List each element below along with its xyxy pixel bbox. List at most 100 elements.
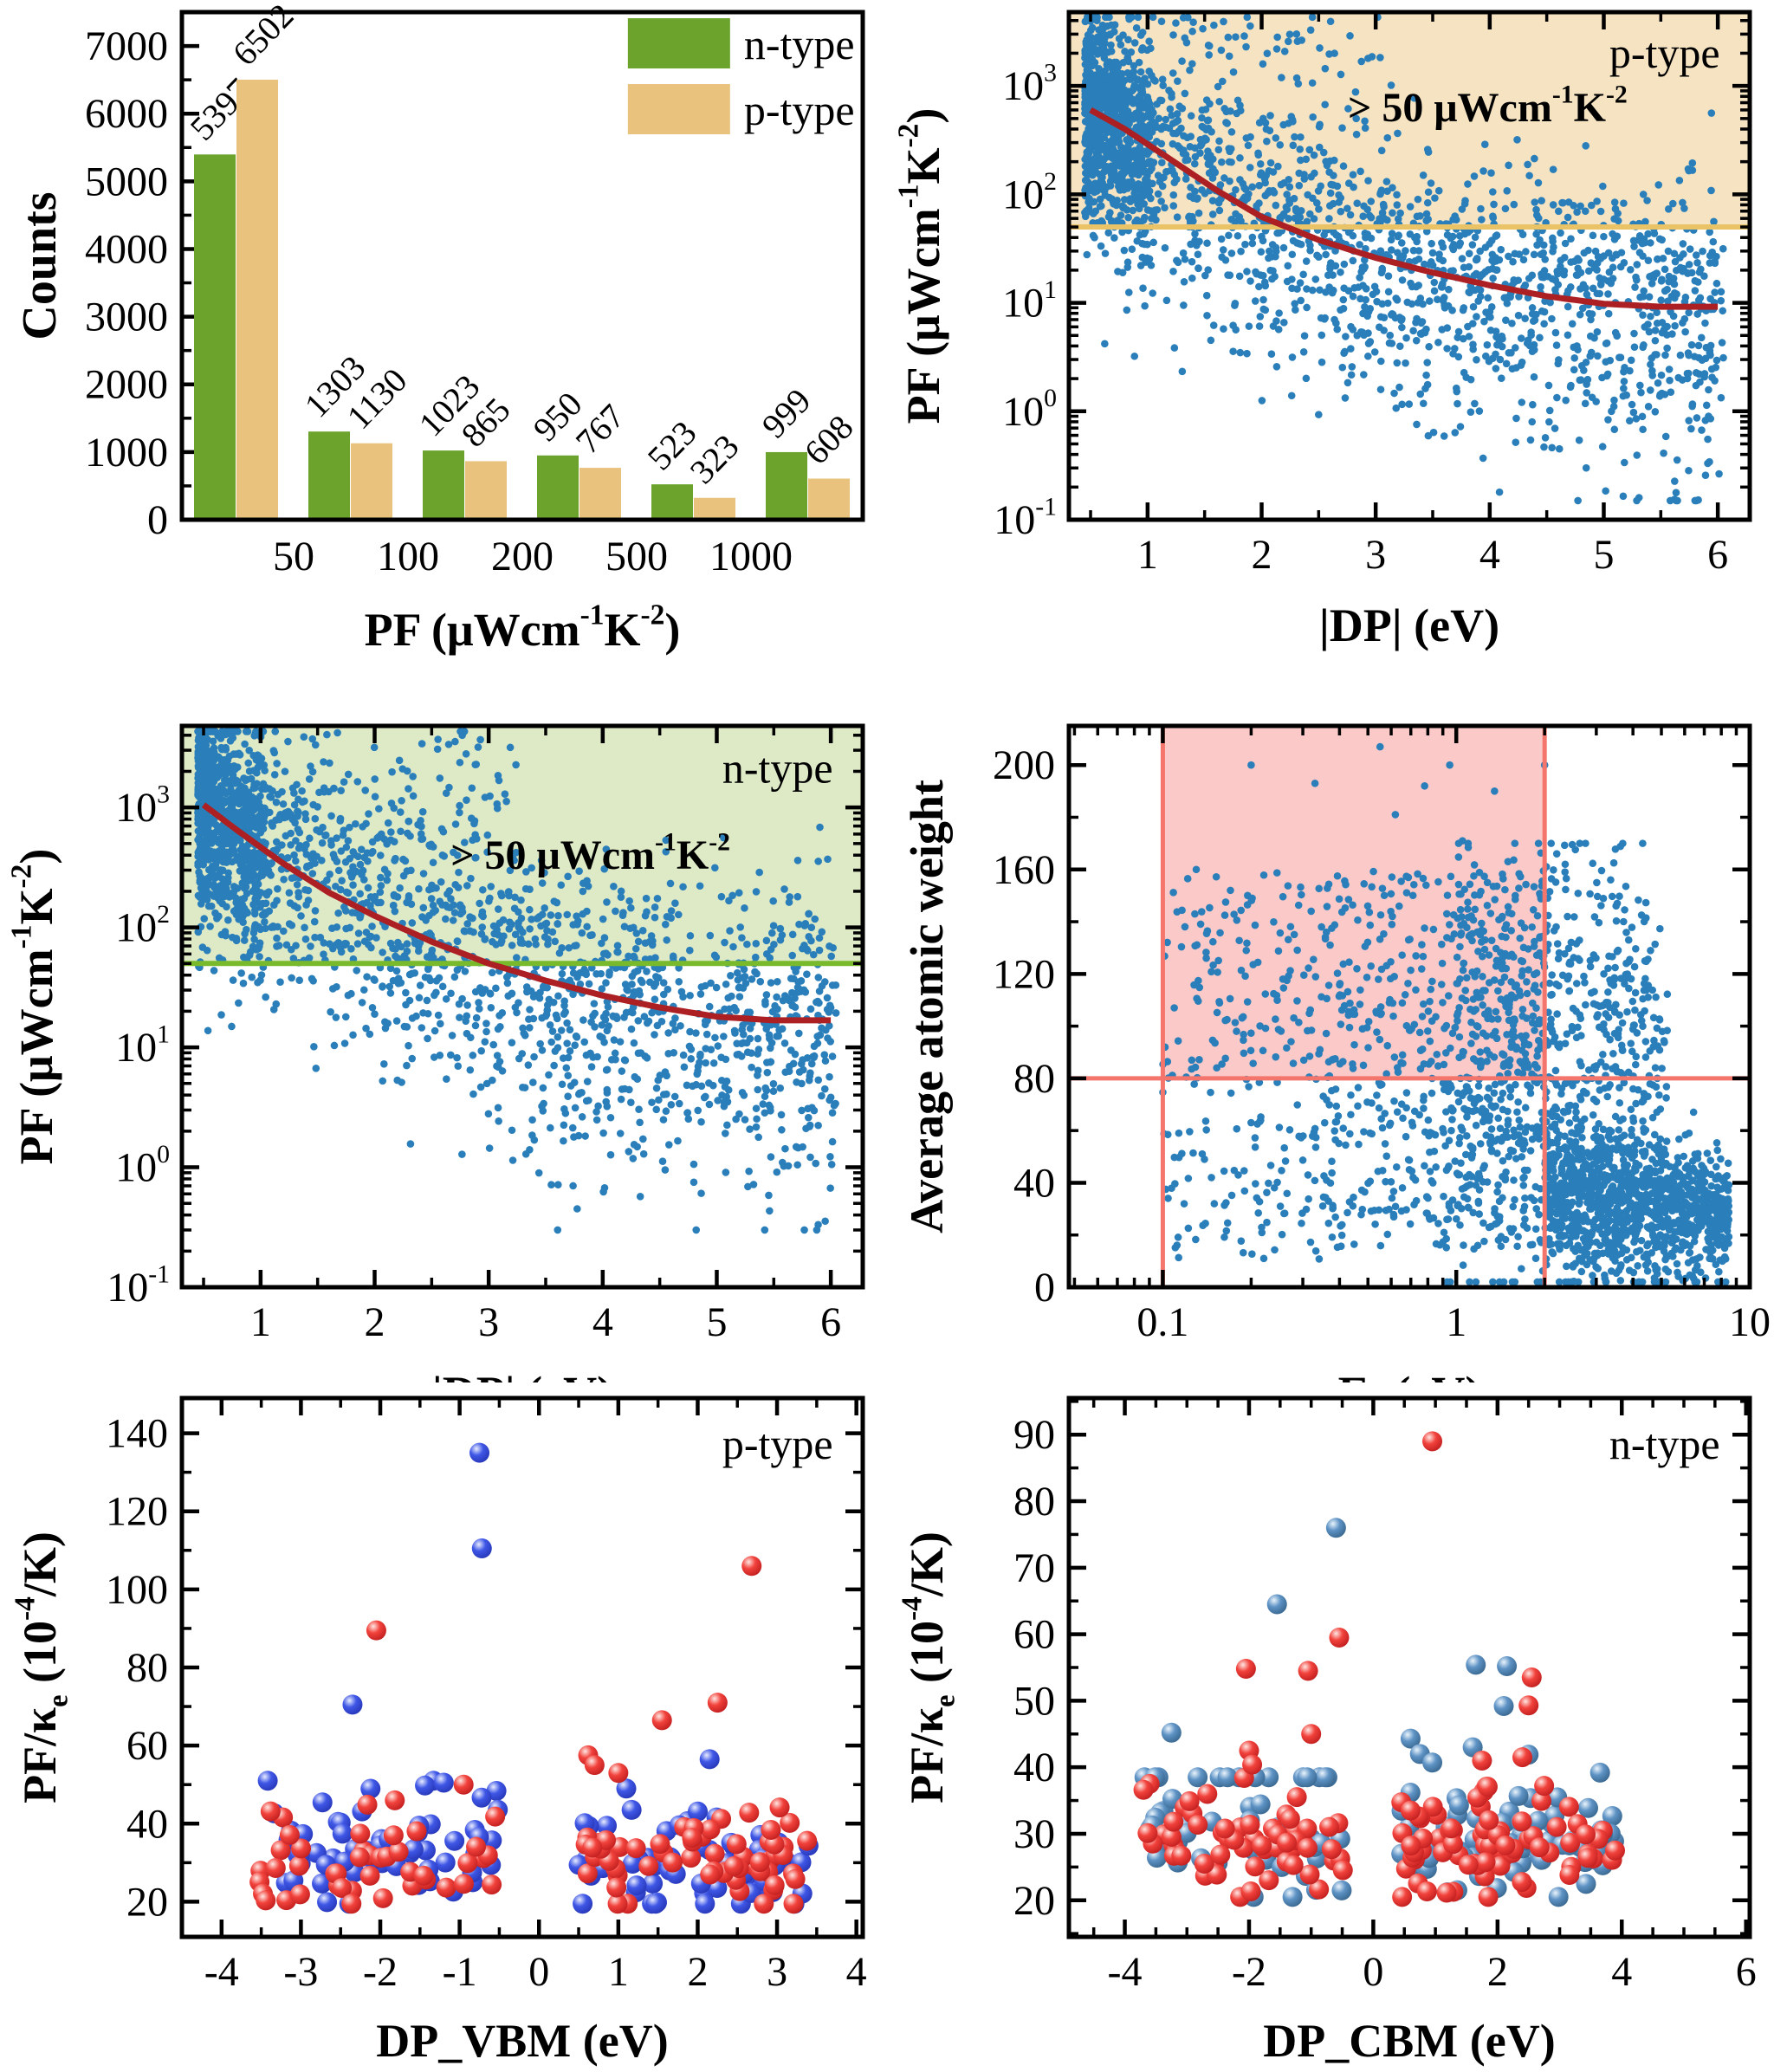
bar-p-type	[808, 478, 850, 520]
plot-frame	[1066, 10, 1752, 522]
y-tick-label: 100	[1002, 384, 1057, 435]
x-tick-label: 5	[1593, 532, 1614, 578]
bar-n-type	[537, 455, 579, 520]
y-tick-label: 20	[1013, 1878, 1055, 1924]
panel-weight-vs-eg: 0.1 1 10 0 40 80 120 160 200 Average atomic weigh…	[887, 690, 1774, 1382]
x-tick-label: -3	[283, 1949, 318, 1995]
axes-ticks: -4 -2 0 2 4 6 20 30 40 50 60 70 80 90	[1013, 1398, 1757, 1995]
x-tick-label: 1000	[709, 534, 793, 580]
plot-frame	[1066, 723, 1752, 1290]
legend-swatch-p-type	[627, 84, 730, 135]
trend-curve	[201, 802, 832, 1024]
x-tick-label: 0	[528, 1949, 549, 1995]
plot-frame	[179, 1395, 865, 1939]
y-tick-label: 101	[1002, 275, 1057, 327]
corner-type-label: p-type	[1609, 29, 1720, 77]
y-tick-label: 103	[115, 780, 170, 832]
y-tick-label: 4000	[85, 226, 168, 272]
y-tick-label: 30	[1013, 1811, 1055, 1857]
y-axis-title: PF/κe (10-4/K)	[10, 1531, 74, 1803]
threshold-annotation: > 50 μWcm-1K-2	[450, 828, 730, 879]
x-axis-title: PF (μWcm-1K-2)	[365, 599, 681, 656]
bar-n-type	[423, 450, 464, 520]
x-tick-label: 0	[1363, 1949, 1383, 1995]
y-tick-label: 160	[993, 847, 1055, 893]
y-tick-label: 0	[147, 497, 168, 543]
y-tick-label: 20	[126, 1879, 168, 1925]
y-tick-label: 200	[993, 742, 1055, 788]
x-axis-title: DP_CBM (eV)	[1263, 2015, 1555, 2067]
x-tick-label: 4	[846, 1949, 867, 1995]
y-tick-label: 80	[126, 1645, 168, 1691]
y-tick-label: 103	[1002, 59, 1057, 110]
sphere-points	[1133, 1431, 1625, 1907]
x-tick-label: -2	[363, 1949, 398, 1995]
x-tick-label: 10	[1729, 1299, 1771, 1345]
y-tick-label: 102	[1002, 167, 1057, 218]
sphere-points	[249, 1442, 819, 1914]
y-tick-label: 5000	[85, 159, 168, 204]
y-tick-label: 101	[115, 1020, 170, 1071]
x-tick-label: 6	[820, 1299, 841, 1345]
x-tick-label: 6	[1736, 1949, 1757, 1995]
y-axis-title: PF (μWcm-1K-2)	[893, 108, 949, 424]
bar-p-type	[351, 443, 392, 520]
legend: n-type p-type	[627, 18, 855, 135]
plot-frame	[179, 723, 865, 1290]
axes-ticks: 1 2 3 4 5 6 10-1 100 101 102 103	[107, 726, 863, 1345]
x-axis-title: DP_VBM (eV)	[376, 2015, 668, 2067]
y-axis-title: PF (μWcm-1K-2)	[6, 849, 62, 1165]
panel-pfke-vs-dpvbm: -4 -3 -2 -1 0 1 2 3 4 20 40 60 80 100 120 140 p-type PF/κ…	[0, 1382, 887, 2072]
x-tick-label: 200	[491, 534, 554, 580]
x-tick-label: 1	[1446, 1299, 1466, 1345]
y-tick-label: 1000	[85, 430, 168, 476]
x-tick-label: 50	[273, 534, 314, 580]
y-tick-label: 80	[1013, 1479, 1055, 1525]
x-axis-title: Eg (eV)	[1338, 1367, 1481, 1382]
bar-p-type	[465, 461, 507, 520]
x-tick-label: -4	[1108, 1949, 1143, 1995]
bar-p-type	[579, 468, 621, 520]
x-tick-label: 500	[605, 534, 668, 580]
scatter-points	[194, 728, 840, 1234]
y-tick-label: 10-1	[994, 492, 1057, 543]
x-axis-title: |DP| (eV)	[1319, 599, 1499, 651]
axes-ticks: 1 2 3 4 5 6 10-1 100 101 102 103	[994, 12, 1750, 578]
x-tick-label: 1	[608, 1949, 629, 1995]
y-tick-label: 140	[106, 1411, 168, 1457]
x-tick-label: 2	[687, 1949, 708, 1995]
plot-frame	[1066, 1395, 1752, 1939]
y-axis-title: Average atomic weight	[901, 780, 953, 1233]
bar-n-type	[651, 484, 693, 520]
y-axis-title: PF/κe (10-4/K)	[897, 1531, 961, 1803]
axes-ticks: -4 -3 -2 -1 0 1 2 3 4 20 40 60 80 100 120 140	[106, 1398, 867, 1995]
corner-type-label: n-type	[1609, 1420, 1720, 1468]
y-tick-label: 3000	[85, 295, 168, 340]
y-tick-label: 60	[126, 1723, 168, 1769]
x-tick-label: -1	[443, 1949, 477, 1995]
y-tick-label: 2000	[85, 362, 168, 408]
y-tick-label: 100	[115, 1140, 170, 1191]
threshold-region	[182, 726, 863, 964]
threshold-annotation: > 50 μWcm-1K-2	[1348, 80, 1628, 131]
x-tick-label: 2	[1252, 532, 1272, 578]
y-tick-label: 10-1	[107, 1259, 170, 1311]
plot-frame	[179, 10, 865, 522]
scatter-points	[1159, 742, 1733, 1286]
scatter-points	[1081, 13, 1727, 505]
chart-svg-pfke-vs-dpcbm: -4 -2 0 2 4 6 20 30 40 50 60 70 80 90 n-type PF/κe (10-…	[897, 1395, 1757, 2067]
bar-p-type	[236, 79, 278, 521]
bar-p-type	[694, 497, 735, 520]
y-tick-label: 80	[1013, 1056, 1055, 1102]
y-tick-label: 50	[1013, 1678, 1055, 1724]
y-tick-label: 40	[1013, 1745, 1055, 1790]
y-tick-label: 40	[1013, 1160, 1055, 1206]
bar-n-type	[308, 431, 350, 520]
x-tick-label: 0.1	[1136, 1299, 1188, 1345]
threshold-region	[1069, 12, 1750, 228]
x-tick-label: 5	[706, 1299, 727, 1345]
y-tick-label: 6000	[85, 91, 168, 137]
y-axis-title: Counts	[13, 191, 67, 340]
x-axis-title: |DP| (eV)	[432, 1367, 612, 1382]
